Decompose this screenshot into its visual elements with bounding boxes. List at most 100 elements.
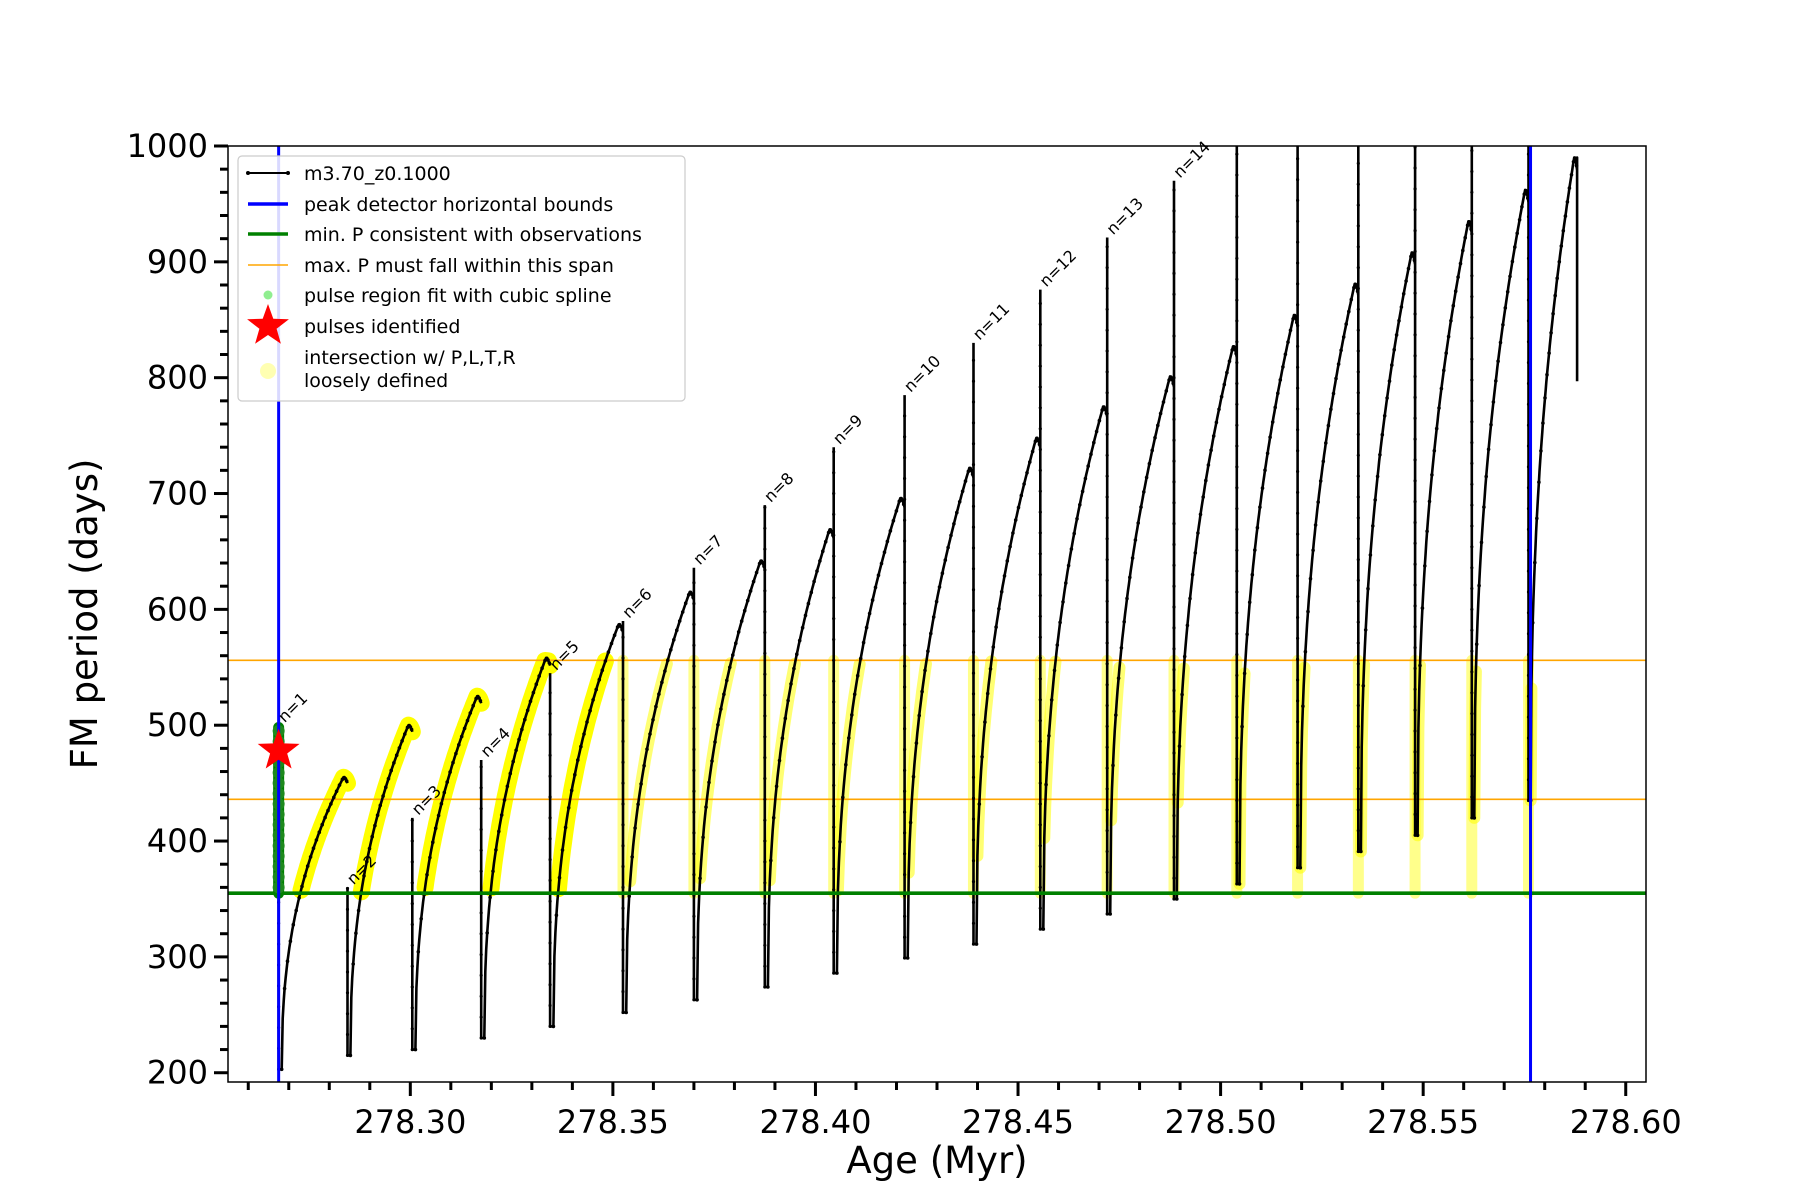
track-point — [1406, 266, 1411, 271]
track-point — [1404, 279, 1408, 283]
track-point — [832, 533, 836, 537]
track-point — [1349, 297, 1354, 302]
legend-label: intersection w/ P,L,T,R — [304, 347, 516, 369]
track-point — [908, 820, 913, 825]
track-point — [1234, 351, 1238, 356]
y-tick-label: 500 — [147, 706, 208, 744]
track-point — [1108, 912, 1112, 916]
track-point — [1331, 391, 1336, 396]
track-point — [1356, 432, 1360, 436]
track-point — [1296, 282, 1300, 286]
track-point — [1296, 511, 1300, 515]
track-point — [725, 678, 729, 683]
track-point — [751, 579, 756, 584]
track-point — [1078, 503, 1082, 507]
track-point — [1164, 389, 1169, 393]
legend-entry-max_p: max. P must fall within this span — [248, 255, 614, 277]
track-point — [479, 932, 483, 936]
track-point — [1363, 628, 1368, 632]
track-point — [1209, 448, 1213, 453]
track-point — [1038, 823, 1042, 827]
track-point — [1413, 187, 1417, 191]
track-point — [482, 1036, 487, 1040]
track-point — [311, 846, 316, 850]
track-point — [1470, 336, 1474, 340]
track-point — [971, 629, 976, 634]
track-point — [1324, 441, 1328, 445]
track-point — [1061, 600, 1065, 604]
track-point — [1413, 687, 1417, 691]
track-point — [766, 985, 770, 989]
track-point — [1204, 478, 1208, 483]
track-point — [971, 463, 976, 467]
track-point — [1235, 694, 1239, 698]
track-point — [903, 560, 907, 564]
track-point — [1413, 812, 1417, 817]
track-point — [1318, 479, 1323, 483]
track-point — [1250, 572, 1255, 577]
track-point — [303, 874, 307, 878]
track-point — [832, 763, 836, 767]
legend-handle — [260, 363, 276, 379]
track-point — [1442, 368, 1446, 373]
track-point — [929, 631, 933, 636]
track-point — [769, 858, 773, 863]
track-point — [1038, 406, 1042, 410]
track-point — [832, 617, 836, 621]
track-point — [1508, 274, 1512, 279]
track-point — [669, 648, 673, 652]
track-point — [971, 546, 976, 550]
track-point — [1565, 200, 1570, 204]
legend-handle — [247, 304, 289, 344]
legend-label: m3.70_z0.1000 — [304, 163, 451, 185]
track-point — [1038, 427, 1042, 431]
track-point — [419, 917, 424, 921]
track-point — [1235, 757, 1239, 761]
track-point — [943, 558, 948, 562]
track-point — [548, 878, 552, 883]
track-point — [1064, 581, 1068, 585]
track-point — [494, 848, 498, 852]
track-point — [844, 762, 848, 767]
track-point — [375, 813, 380, 817]
plot-area — [228, 146, 1646, 1082]
track-point — [1172, 855, 1176, 859]
track-point — [1235, 840, 1239, 844]
track-point — [832, 929, 836, 934]
track-point — [971, 567, 976, 571]
track-point — [903, 768, 907, 773]
track-point — [1470, 357, 1474, 361]
track-point — [1306, 609, 1310, 614]
track-point — [795, 652, 799, 656]
track-point — [832, 909, 836, 913]
track-point — [621, 844, 625, 848]
track-point — [1470, 149, 1474, 153]
track-point — [548, 1024, 552, 1028]
track-point — [1341, 335, 1346, 339]
track-point — [1470, 420, 1474, 424]
track-point — [1235, 882, 1239, 886]
track-point — [563, 825, 568, 830]
track-point — [832, 575, 836, 579]
track-point — [367, 846, 372, 851]
track-point — [835, 971, 839, 975]
track-point — [763, 922, 767, 927]
track-point — [410, 1048, 414, 1052]
track-point — [1432, 449, 1437, 453]
track-point — [731, 653, 735, 657]
track-point — [1114, 713, 1118, 717]
track-point — [320, 822, 325, 827]
track-point — [1097, 418, 1102, 423]
track-point — [479, 827, 483, 832]
track-point — [903, 497, 907, 501]
track-point — [1172, 355, 1176, 359]
track-point — [1172, 688, 1176, 693]
x-tick-label: 278.55 — [1367, 1103, 1479, 1141]
track-point — [488, 895, 492, 900]
track-point — [1444, 351, 1448, 355]
track-point — [1296, 344, 1300, 348]
track-point — [1470, 315, 1474, 319]
track-point — [1047, 734, 1051, 738]
track-point — [739, 619, 744, 623]
track-point — [1100, 408, 1104, 412]
